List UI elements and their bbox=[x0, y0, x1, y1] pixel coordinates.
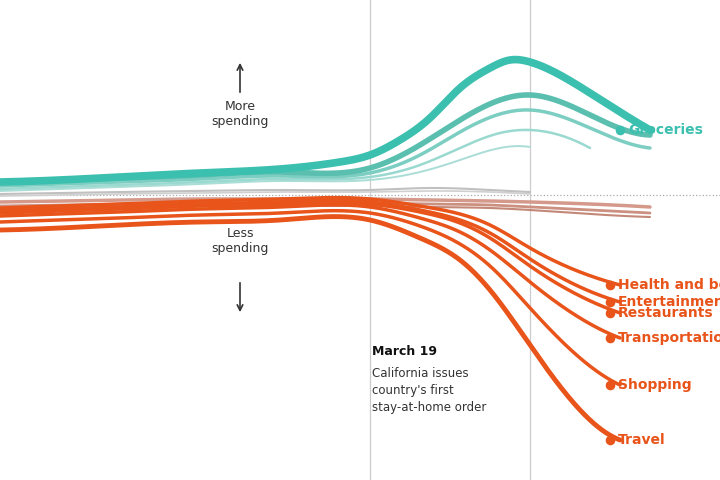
Text: California issues
country's first
stay-at-home order: California issues country's first stay-a… bbox=[372, 367, 487, 414]
Point bbox=[604, 309, 616, 317]
Point bbox=[604, 298, 616, 306]
Point bbox=[614, 126, 626, 134]
Point bbox=[604, 334, 616, 342]
Text: More
spending: More spending bbox=[211, 100, 269, 128]
Text: March 19: March 19 bbox=[372, 345, 437, 358]
Text: Entertainment: Entertainment bbox=[618, 295, 720, 309]
Text: Less
spending: Less spending bbox=[211, 227, 269, 255]
Text: Restaurants: Restaurants bbox=[618, 306, 714, 320]
Point bbox=[604, 436, 616, 444]
Point bbox=[604, 281, 616, 289]
Text: Health and beauty: Health and beauty bbox=[618, 278, 720, 292]
Text: Travel: Travel bbox=[618, 433, 665, 447]
Point bbox=[604, 381, 616, 389]
Text: Transportation: Transportation bbox=[618, 331, 720, 345]
Text: Groceries: Groceries bbox=[628, 123, 703, 137]
Text: Shopping: Shopping bbox=[618, 378, 692, 392]
